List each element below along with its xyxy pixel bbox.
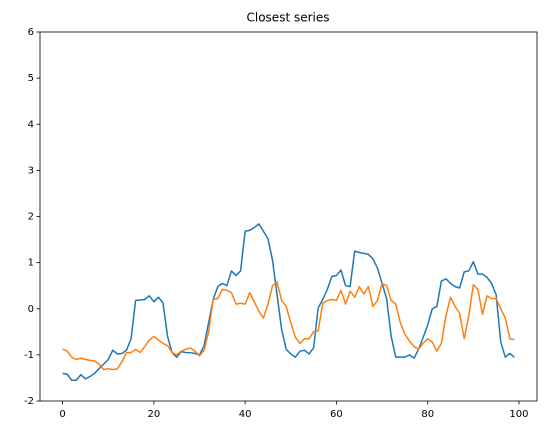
y-tick-label: 3 xyxy=(28,165,34,176)
y-tick-label: 1 xyxy=(28,258,34,269)
y-tick-label: 2 xyxy=(28,212,34,223)
y-tick-label: 6 xyxy=(28,27,34,38)
y-tick-label: -1 xyxy=(24,350,34,361)
x-tick-label: 40 xyxy=(239,409,252,420)
x-tick-label: 100 xyxy=(509,409,528,420)
x-tick-label: 0 xyxy=(59,409,65,420)
series-line xyxy=(62,281,515,371)
series-line xyxy=(62,223,515,381)
x-tick-label: 80 xyxy=(421,409,434,420)
chart-title: Closest series xyxy=(247,11,330,25)
plot-frame xyxy=(39,31,538,402)
x-tick-label: 20 xyxy=(148,409,161,420)
y-tick-label: 0 xyxy=(28,304,34,315)
y-tick-label: -2 xyxy=(24,396,34,407)
y-tick-label: 4 xyxy=(28,119,34,130)
x-tick-label: 60 xyxy=(330,409,343,420)
y-tick-label: 5 xyxy=(28,73,34,84)
